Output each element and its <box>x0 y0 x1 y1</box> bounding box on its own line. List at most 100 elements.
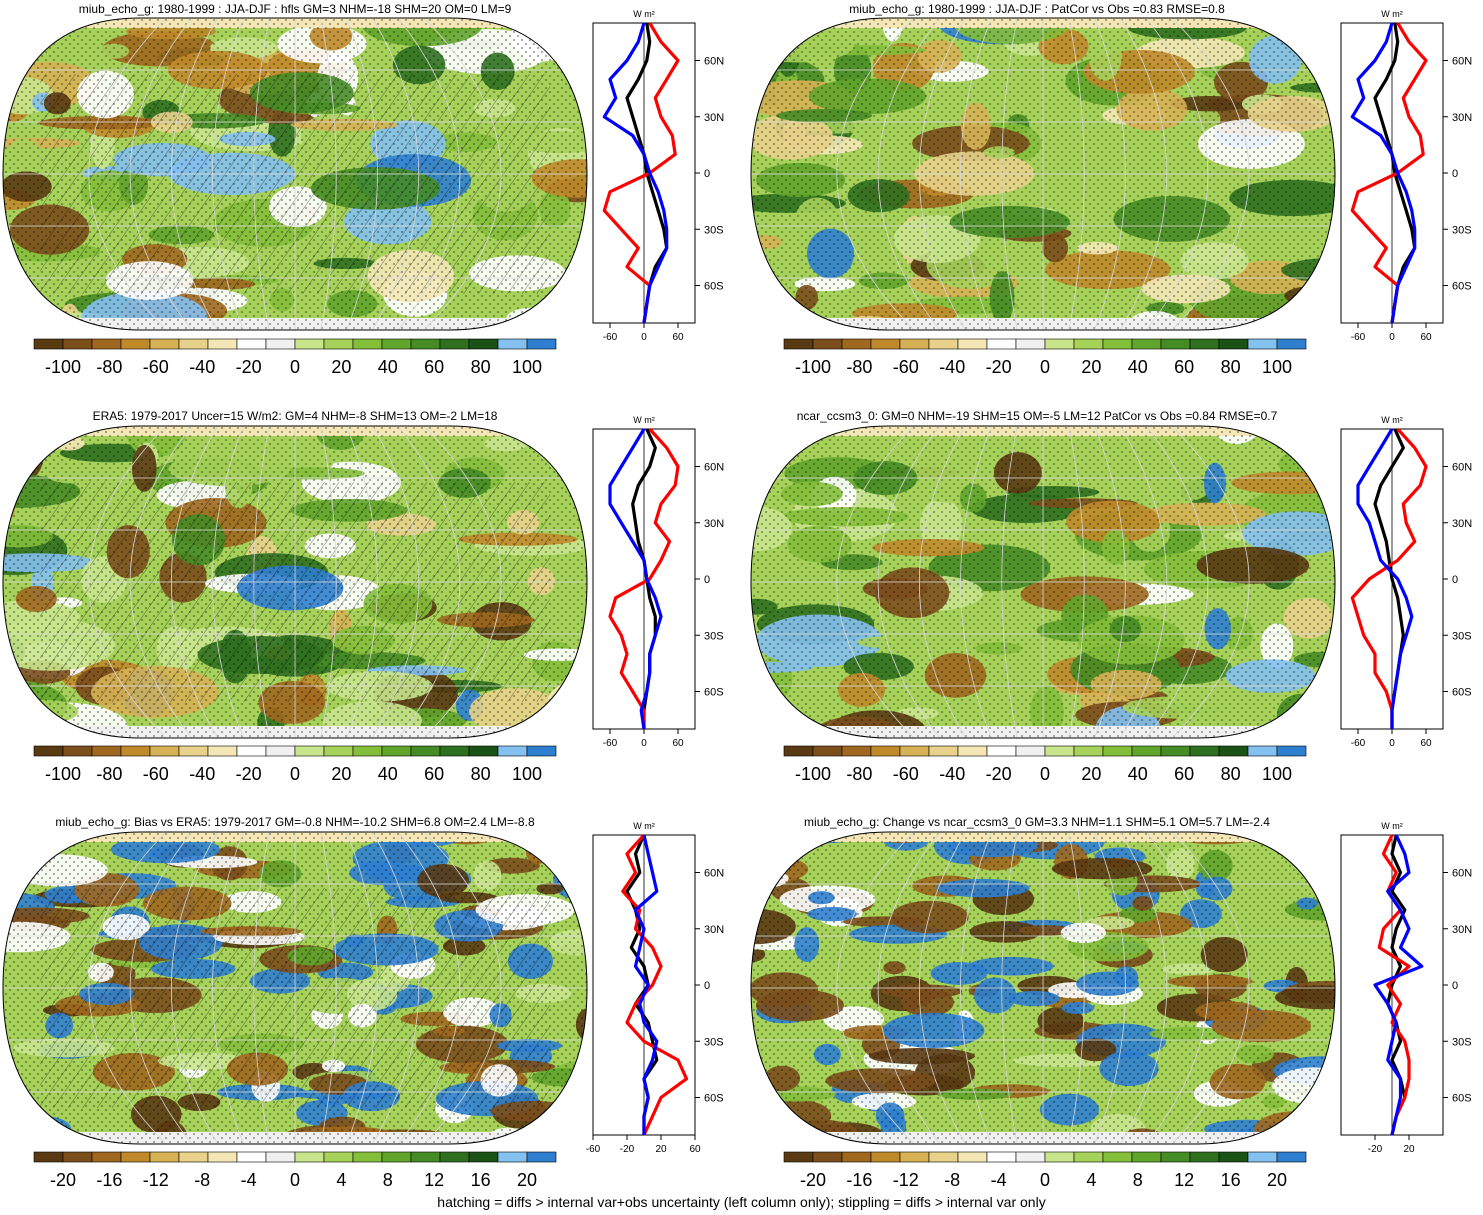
colorbar-swatch <box>323 745 354 757</box>
panel-title: miub_echo_g: Change vs ncar_ccsm3_0 GM=3… <box>804 815 1270 829</box>
colorbar-label: 16 <box>471 1170 491 1190</box>
colorbar-swatch <box>236 1151 267 1163</box>
colorbar-label: -12 <box>143 1170 169 1190</box>
colorbar-label: -40 <box>939 764 965 784</box>
red-series-line <box>602 22 680 324</box>
colorbar-swatch <box>1189 338 1220 350</box>
colorbar-label: -8 <box>194 1170 210 1190</box>
colorbar-swatch <box>178 745 209 757</box>
colorbar-swatch <box>526 338 557 350</box>
colorbar-swatch <box>957 745 988 757</box>
y-tick-label: 60N <box>1452 462 1472 474</box>
colorbar-swatch <box>149 1151 180 1163</box>
x-tick-label: 60 <box>672 332 684 343</box>
colorbar-label: 40 <box>1128 357 1148 377</box>
colorbar-swatch <box>899 338 930 350</box>
blue-series-line <box>602 22 669 324</box>
colorbar-swatch <box>1276 745 1307 757</box>
colorbar-swatch <box>381 745 412 757</box>
colorbar-swatch <box>928 1151 959 1163</box>
zonal-profile: W m² 60N 30N 0 30S 60S -60 0 60 <box>592 9 724 343</box>
colorbar-swatch <box>265 745 296 757</box>
colorbar-swatch <box>1160 745 1191 757</box>
colorbar-label: 80 <box>471 357 491 377</box>
colorbar-swatch <box>1044 1151 1075 1163</box>
colorbar-swatch <box>497 745 528 757</box>
colorbar-label: -20 <box>986 357 1012 377</box>
colorbar-swatch <box>294 338 325 350</box>
panel-4: ncar_ccsm3_0: GM=0 NHM=-19 SHM=15 OM=-5 … <box>742 406 1483 796</box>
colorbar-swatch <box>120 1151 151 1163</box>
zonal-profile: W m² 60N 30N 0 30S 60S -60 0 60 <box>1340 415 1472 749</box>
colorbar-swatch <box>1073 338 1104 350</box>
colorbar-label: -60 <box>143 357 169 377</box>
panel-3: ERA5: 1979-2017 Uncer=15 W/m2: GM=4 NHM=… <box>0 406 741 796</box>
colorbar-label: -40 <box>189 357 215 377</box>
colorbar-label: -4 <box>991 1170 1007 1190</box>
colorbar-swatch <box>870 745 901 757</box>
colorbar-swatch <box>1189 1151 1220 1163</box>
red-series-line <box>621 833 689 1136</box>
red-series-line <box>1350 22 1428 324</box>
colorbar-swatch <box>149 338 180 350</box>
y-tick-label: 30N <box>704 924 724 936</box>
colorbar-label: -60 <box>893 357 919 377</box>
colorbar-swatch <box>265 338 296 350</box>
colorbar-swatch <box>870 338 901 350</box>
y-tick-label: 60N <box>704 56 724 68</box>
colorbar-swatch <box>526 745 557 757</box>
zonal-profile: W m² 60N 30N 0 30S 60S -60 0 60 <box>1340 9 1472 343</box>
colorbar-swatch <box>381 1151 412 1163</box>
colorbar-swatch <box>841 1151 872 1163</box>
colorbar-label: 12 <box>424 1170 444 1190</box>
colorbar-swatch <box>497 1151 528 1163</box>
colorbar-label: 20 <box>331 357 351 377</box>
colorbar-swatch <box>468 745 499 757</box>
robinson-map <box>750 831 1336 1145</box>
y-tick-label: 30S <box>1452 224 1472 236</box>
colorbar-swatch <box>812 1151 843 1163</box>
colorbar-swatch <box>1102 745 1133 757</box>
colorbar-swatch <box>439 1151 470 1163</box>
colorbar-label: 20 <box>1267 1170 1287 1190</box>
colorbar-swatch <box>91 338 122 350</box>
colorbar-label: -40 <box>189 764 215 784</box>
colorbar-swatch <box>783 1151 814 1163</box>
zonal-profile: W m² 60N 30N 0 30S 60S -60 0 60 <box>592 415 724 749</box>
x-tick-label: -60 <box>1351 332 1366 343</box>
colorbar-swatch <box>236 338 267 350</box>
colorbar-label: 0 <box>1040 357 1050 377</box>
colorbar-label: 100 <box>512 357 542 377</box>
colorbar-label: 0 <box>290 357 300 377</box>
colorbar-swatch <box>207 745 238 757</box>
colorbar-swatch <box>178 338 209 350</box>
colorbar-swatch <box>928 745 959 757</box>
x-tick-label: 60 <box>1420 332 1432 343</box>
colorbar-label: 80 <box>471 764 491 784</box>
colorbar-label: -60 <box>893 764 919 784</box>
colorbar-swatch <box>62 745 93 757</box>
colorbar-swatch <box>1247 1151 1278 1163</box>
colorbar-swatch <box>149 745 180 757</box>
colorbar-label: -12 <box>893 1170 919 1190</box>
colorbar: -20 -16 -12 -8 -4 0 4 8 12 16 20 <box>33 1151 557 1190</box>
y-tick-label: 60N <box>704 462 724 474</box>
profile-unit: W m² <box>633 9 655 19</box>
colorbar-swatch <box>957 1151 988 1163</box>
colorbar-label: 60 <box>424 764 444 784</box>
colorbar-label: 80 <box>1221 357 1241 377</box>
y-tick-label: 0 <box>1452 574 1458 586</box>
panel-1: miub_echo_g: 1980-1999 : JJA-DJF : hfls … <box>0 0 741 390</box>
colorbar-swatch <box>899 1151 930 1163</box>
colorbar-swatch <box>120 745 151 757</box>
profile-unit: W m² <box>1381 9 1403 19</box>
y-tick-label: 60S <box>1452 281 1472 293</box>
colorbar-label: -20 <box>236 764 262 784</box>
colorbar-swatch <box>841 338 872 350</box>
colorbar-swatch <box>1015 745 1046 757</box>
colorbar-label: 0 <box>290 764 300 784</box>
colorbar-swatch <box>1160 338 1191 350</box>
y-tick-label: 30N <box>704 518 724 530</box>
colorbar-label: 60 <box>1174 764 1194 784</box>
colorbar-swatch <box>1247 338 1278 350</box>
